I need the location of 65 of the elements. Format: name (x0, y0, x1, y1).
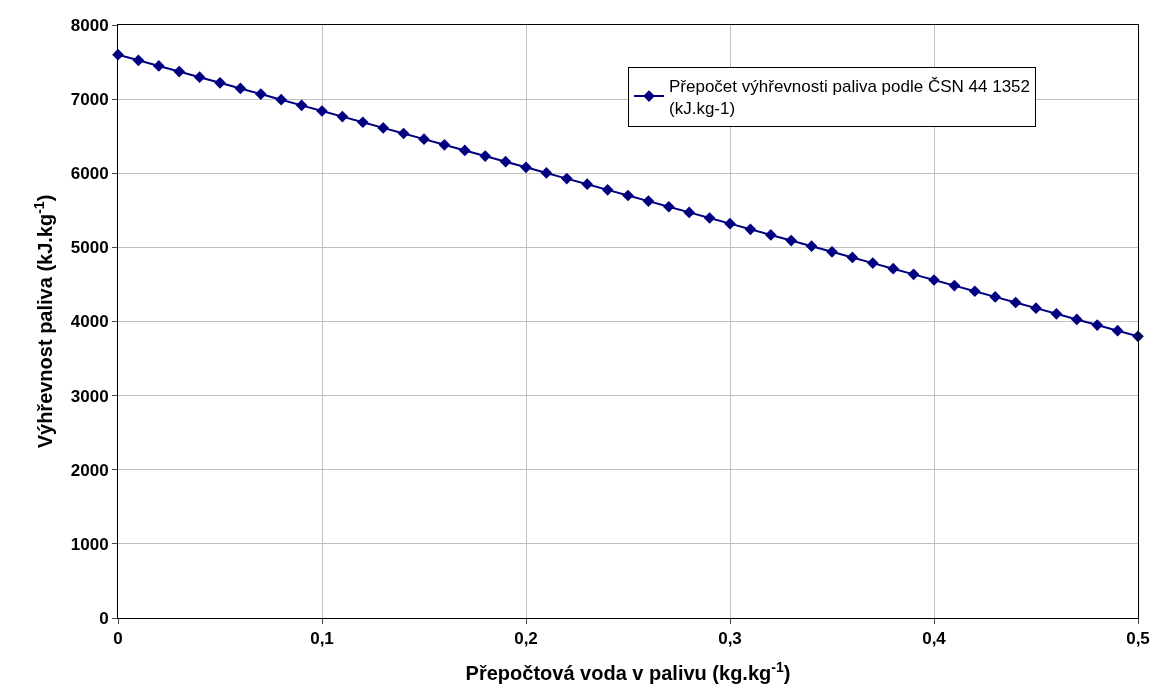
point (805, 240, 818, 253)
point (1132, 330, 1144, 343)
point (234, 82, 247, 95)
point (295, 99, 308, 112)
point (458, 144, 471, 157)
point (112, 48, 124, 61)
point (764, 229, 777, 241)
point (1050, 307, 1063, 320)
point (173, 65, 186, 78)
x-tick-label: 0,4 (922, 629, 947, 649)
point (724, 217, 736, 230)
x-tick-label: 0,1 (310, 629, 334, 649)
point (438, 138, 451, 151)
point (826, 245, 838, 258)
point (275, 93, 288, 106)
point (1111, 324, 1124, 337)
y-tick-label: 6000 (70, 164, 109, 184)
point (132, 54, 145, 67)
point (703, 212, 716, 224)
y-tick-label: 0 (99, 608, 109, 628)
legend-label: Přepočet výhřevnosti paliva podle ČSN 44 1352 (kJ.kg-1) (669, 76, 1030, 118)
x-tick-label: 0,3 (718, 629, 742, 649)
point (581, 178, 594, 191)
point (744, 223, 757, 236)
point (968, 285, 981, 298)
point (152, 60, 165, 72)
point (540, 167, 553, 179)
point (479, 150, 492, 162)
point (887, 262, 900, 275)
point (377, 122, 390, 134)
y-tick-label: 5000 (70, 238, 109, 258)
point (662, 200, 675, 213)
point (1030, 302, 1042, 315)
point (560, 172, 573, 185)
point (254, 88, 267, 100)
point (601, 184, 614, 196)
point (214, 76, 226, 89)
point (683, 206, 696, 219)
point (785, 234, 798, 247)
point (1070, 313, 1083, 326)
y-tick-label: 7000 (70, 90, 109, 110)
y-tick-label: 2000 (70, 460, 109, 480)
x-tick-label: 0 (113, 629, 123, 649)
point (989, 291, 1002, 303)
point (336, 110, 349, 123)
point (846, 251, 859, 264)
point (1009, 296, 1022, 309)
y-tick-label: 1000 (70, 534, 109, 554)
x-tick-label: 0,2 (514, 629, 538, 649)
point (520, 161, 532, 174)
point (193, 71, 206, 84)
y-tick-label: 4000 (70, 312, 109, 332)
x-tick-label: 0,5 (1126, 629, 1150, 649)
y-tick-label: 3000 (70, 386, 109, 406)
point (397, 127, 410, 140)
point (356, 116, 369, 129)
point (907, 268, 920, 281)
point (499, 155, 512, 168)
point (948, 279, 961, 292)
point (622, 189, 634, 202)
x-axis-title: Přepočtová voda v palivu (kg.kg$^{-1}$) (465, 658, 791, 684)
point (866, 257, 879, 269)
point (642, 195, 655, 207)
y-tick-label: 8000 (70, 15, 109, 35)
point (1091, 319, 1104, 331)
